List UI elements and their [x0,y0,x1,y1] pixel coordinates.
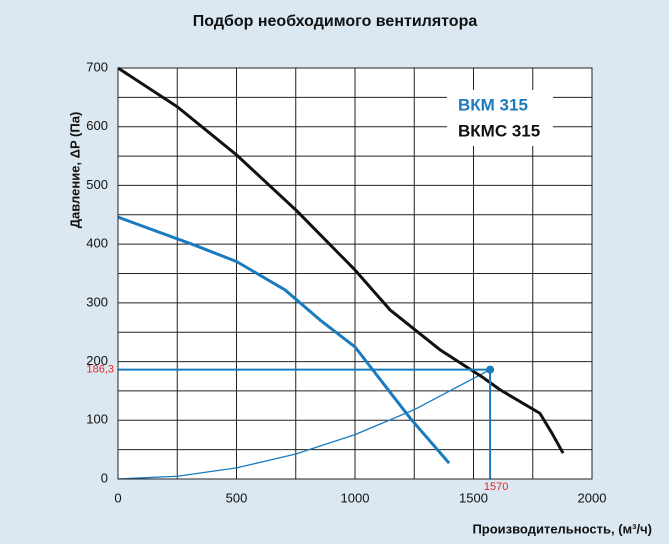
y-tick-label: 700 [86,59,108,74]
legend-entry: ВКМС 315 [458,121,540,140]
chart-title: Подбор необходимого вентилятора [193,13,478,30]
y-tick-label: 500 [86,177,108,192]
x-axis-label: Производительность, (м³/ч) [472,521,652,536]
y-tick-label: 200 [86,353,108,368]
y-tick-label: 100 [86,412,108,427]
x-tick-label: 0 [114,490,121,505]
system-curve [117,369,491,480]
x-tick-label: 1000 [341,490,370,505]
y-tick-label: 0 [101,470,108,485]
x-tick-label: 2000 [578,490,607,505]
x-tick-label: 500 [226,490,248,505]
y-tick-label: 300 [86,294,108,309]
legend-entry: ВКМ 315 [458,95,528,114]
operating-x-label: 1570 [484,481,508,493]
series-line [117,66,565,454]
y-tick-label: 600 [86,118,108,133]
series-line [117,215,451,465]
operating-y-label: 186,3 [86,364,114,376]
y-axis-label: Давление, ΔP (Па) [67,112,82,229]
y-tick-label: 400 [86,236,108,251]
plot-border [117,67,593,480]
legend-box [447,90,553,146]
x-tick-label: 1500 [459,490,488,505]
operating-point [486,365,495,374]
